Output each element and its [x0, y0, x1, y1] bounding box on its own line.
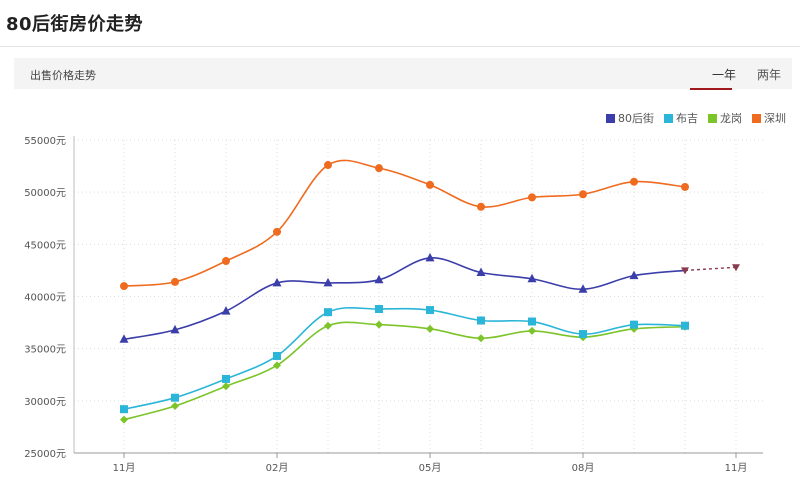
- y-tick-label: 30000元: [24, 397, 66, 408]
- data-point: [426, 324, 434, 333]
- legend-item-buji[interactable]: 布吉: [664, 110, 698, 126]
- legend-swatch: [752, 113, 761, 123]
- series-line: [123, 257, 686, 341]
- legend-swatch: [708, 113, 717, 123]
- data-point: [528, 317, 536, 326]
- legend-item-shenzhen[interactable]: 深圳: [752, 110, 786, 126]
- data-point: [426, 180, 434, 189]
- data-point: [273, 361, 281, 370]
- y-tick-label: 35000元: [24, 345, 66, 356]
- data-point: [375, 164, 383, 173]
- series-line: [123, 321, 686, 421]
- data-point: [222, 382, 230, 391]
- x-tick-label: 05月: [419, 462, 442, 474]
- legend-item-80hou[interactable]: 80后街: [606, 110, 654, 126]
- x-tick-label: 11月: [113, 462, 136, 474]
- forecast-line: [684, 266, 737, 272]
- data-point: [477, 202, 485, 211]
- data-point: [323, 277, 333, 287]
- data-point: [171, 393, 179, 402]
- data-point: [426, 306, 434, 315]
- data-point: [375, 320, 383, 329]
- legend-swatch: [606, 113, 615, 123]
- data-point: [681, 182, 689, 191]
- data-point: [681, 267, 689, 275]
- data-point: [579, 190, 587, 199]
- data-point: [528, 193, 536, 202]
- data-point: [681, 321, 689, 330]
- data-point: [578, 284, 588, 293]
- data-point: [222, 374, 230, 383]
- data-point: [324, 308, 332, 317]
- data-point: [374, 274, 384, 284]
- data-point: [375, 305, 383, 314]
- y-tick-label: 40000元: [24, 293, 66, 304]
- data-point: [579, 330, 587, 339]
- data-point: [477, 316, 485, 325]
- data-point: [171, 402, 179, 411]
- data-point: [476, 267, 486, 277]
- y-tick-label: 50000元: [24, 188, 66, 199]
- data-point: [273, 227, 281, 236]
- legend-item-longgang[interactable]: 龙岗: [708, 110, 742, 126]
- data-point: [273, 351, 281, 360]
- title-divider: [0, 46, 800, 47]
- x-tick-label: 11月: [725, 462, 748, 474]
- y-tick-label: 45000元: [24, 240, 66, 251]
- data-point: [272, 277, 282, 287]
- data-point: [630, 320, 638, 329]
- data-point: [222, 257, 230, 266]
- section-header-bar: 出售价格走势 一年 两年: [14, 58, 792, 89]
- data-point: [324, 161, 332, 170]
- data-point: [171, 277, 179, 286]
- data-point: [425, 252, 435, 262]
- legend-label: 80后街: [618, 112, 654, 125]
- active-tab-underline: [690, 88, 732, 90]
- chart-legend: 80后街 布吉 龙岗 深圳: [606, 110, 786, 126]
- y-tick-label: 55000元: [24, 136, 66, 147]
- data-point: [119, 334, 129, 343]
- legend-swatch: [664, 113, 673, 123]
- data-point: [527, 273, 537, 283]
- data-point: [477, 334, 485, 343]
- data-point: [630, 177, 638, 186]
- x-tick-label: 08月: [572, 462, 595, 474]
- data-point: [528, 326, 536, 335]
- data-point: [629, 270, 639, 280]
- y-tick-label: 25000元: [24, 449, 66, 460]
- tab-one-year[interactable]: 一年: [712, 68, 737, 82]
- legend-label: 布吉: [676, 112, 698, 125]
- legend-label: 龙岗: [720, 112, 742, 125]
- legend-label: 深圳: [764, 112, 786, 125]
- data-point: [170, 324, 180, 334]
- section-label: 出售价格走势: [30, 69, 96, 82]
- data-point: [221, 306, 231, 315]
- data-point: [120, 282, 128, 291]
- x-tick-label: 02月: [266, 462, 289, 474]
- tab-two-years[interactable]: 两年: [757, 68, 782, 82]
- data-point: [732, 264, 740, 272]
- data-point: [120, 415, 128, 424]
- data-point: [120, 405, 128, 414]
- page-title: 80后街房价走势: [6, 14, 144, 35]
- data-point: [324, 321, 332, 330]
